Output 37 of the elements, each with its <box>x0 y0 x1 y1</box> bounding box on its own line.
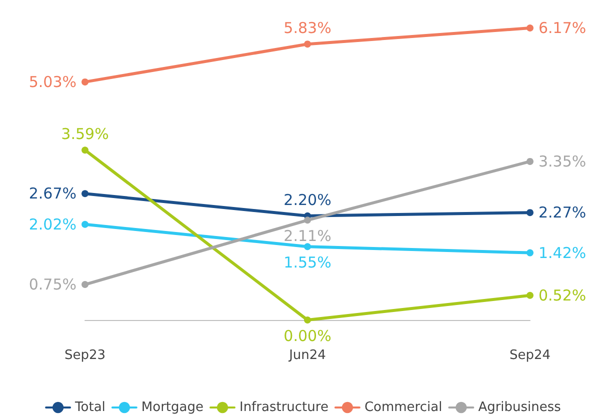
data-label: 5.83% <box>284 19 332 38</box>
x-tick-label: Jun24 <box>288 348 326 363</box>
legend-label: Total <box>74 400 106 415</box>
point <box>526 292 534 299</box>
point <box>82 281 88 288</box>
legend-label: Infrastructure <box>239 400 328 415</box>
point <box>526 249 534 256</box>
point <box>526 24 534 32</box>
point <box>526 158 534 165</box>
point <box>526 209 534 216</box>
point <box>82 78 88 86</box>
point <box>82 190 88 198</box>
data-label: 0.75% <box>28 276 76 294</box>
point <box>304 243 311 250</box>
point <box>304 316 311 324</box>
data-label: 2.27% <box>538 204 586 222</box>
data-label: 3.59% <box>61 125 109 144</box>
data-label: 3.35% <box>538 152 586 170</box>
legend-label: Mortgage <box>141 400 204 415</box>
point <box>82 146 88 154</box>
data-label: 2.20% <box>284 190 332 209</box>
data-label: 0.52% <box>538 286 586 304</box>
x-tick-label: Sep24 <box>509 348 551 363</box>
data-label: 0.00% <box>284 327 332 345</box>
legend-label: Commercial <box>364 400 442 415</box>
data-label: 2.02% <box>28 215 76 234</box>
point <box>304 216 311 224</box>
data-label: 1.42% <box>538 244 586 262</box>
point <box>82 220 88 228</box>
data-label: 6.17% <box>538 19 586 37</box>
data-label: 2.11% <box>284 227 332 246</box>
legend-label: Agribusiness <box>478 400 562 415</box>
data-label: 5.03% <box>28 72 76 91</box>
data-label: 1.55% <box>284 254 332 272</box>
x-tick-label: Sep23 <box>64 348 106 363</box>
data-label: 2.67% <box>28 184 76 203</box>
point <box>304 40 311 48</box>
